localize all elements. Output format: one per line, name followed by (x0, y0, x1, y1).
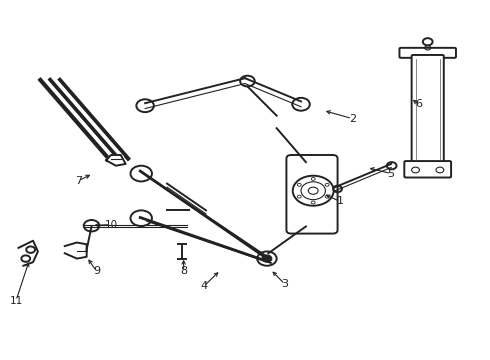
FancyBboxPatch shape (399, 48, 456, 58)
FancyBboxPatch shape (412, 55, 444, 165)
Text: 9: 9 (93, 266, 100, 276)
Text: 8: 8 (180, 266, 187, 276)
Text: 2: 2 (348, 113, 356, 123)
FancyBboxPatch shape (287, 155, 338, 234)
Text: 11: 11 (9, 296, 23, 306)
Text: 1: 1 (337, 197, 343, 206)
Text: 5: 5 (388, 168, 394, 179)
Text: 6: 6 (415, 99, 422, 109)
Text: 7: 7 (75, 176, 82, 186)
FancyBboxPatch shape (404, 161, 451, 177)
Text: 3: 3 (281, 279, 289, 289)
Polygon shape (106, 155, 125, 166)
Text: 4: 4 (200, 282, 207, 292)
Text: 10: 10 (104, 220, 118, 230)
Circle shape (262, 255, 272, 262)
